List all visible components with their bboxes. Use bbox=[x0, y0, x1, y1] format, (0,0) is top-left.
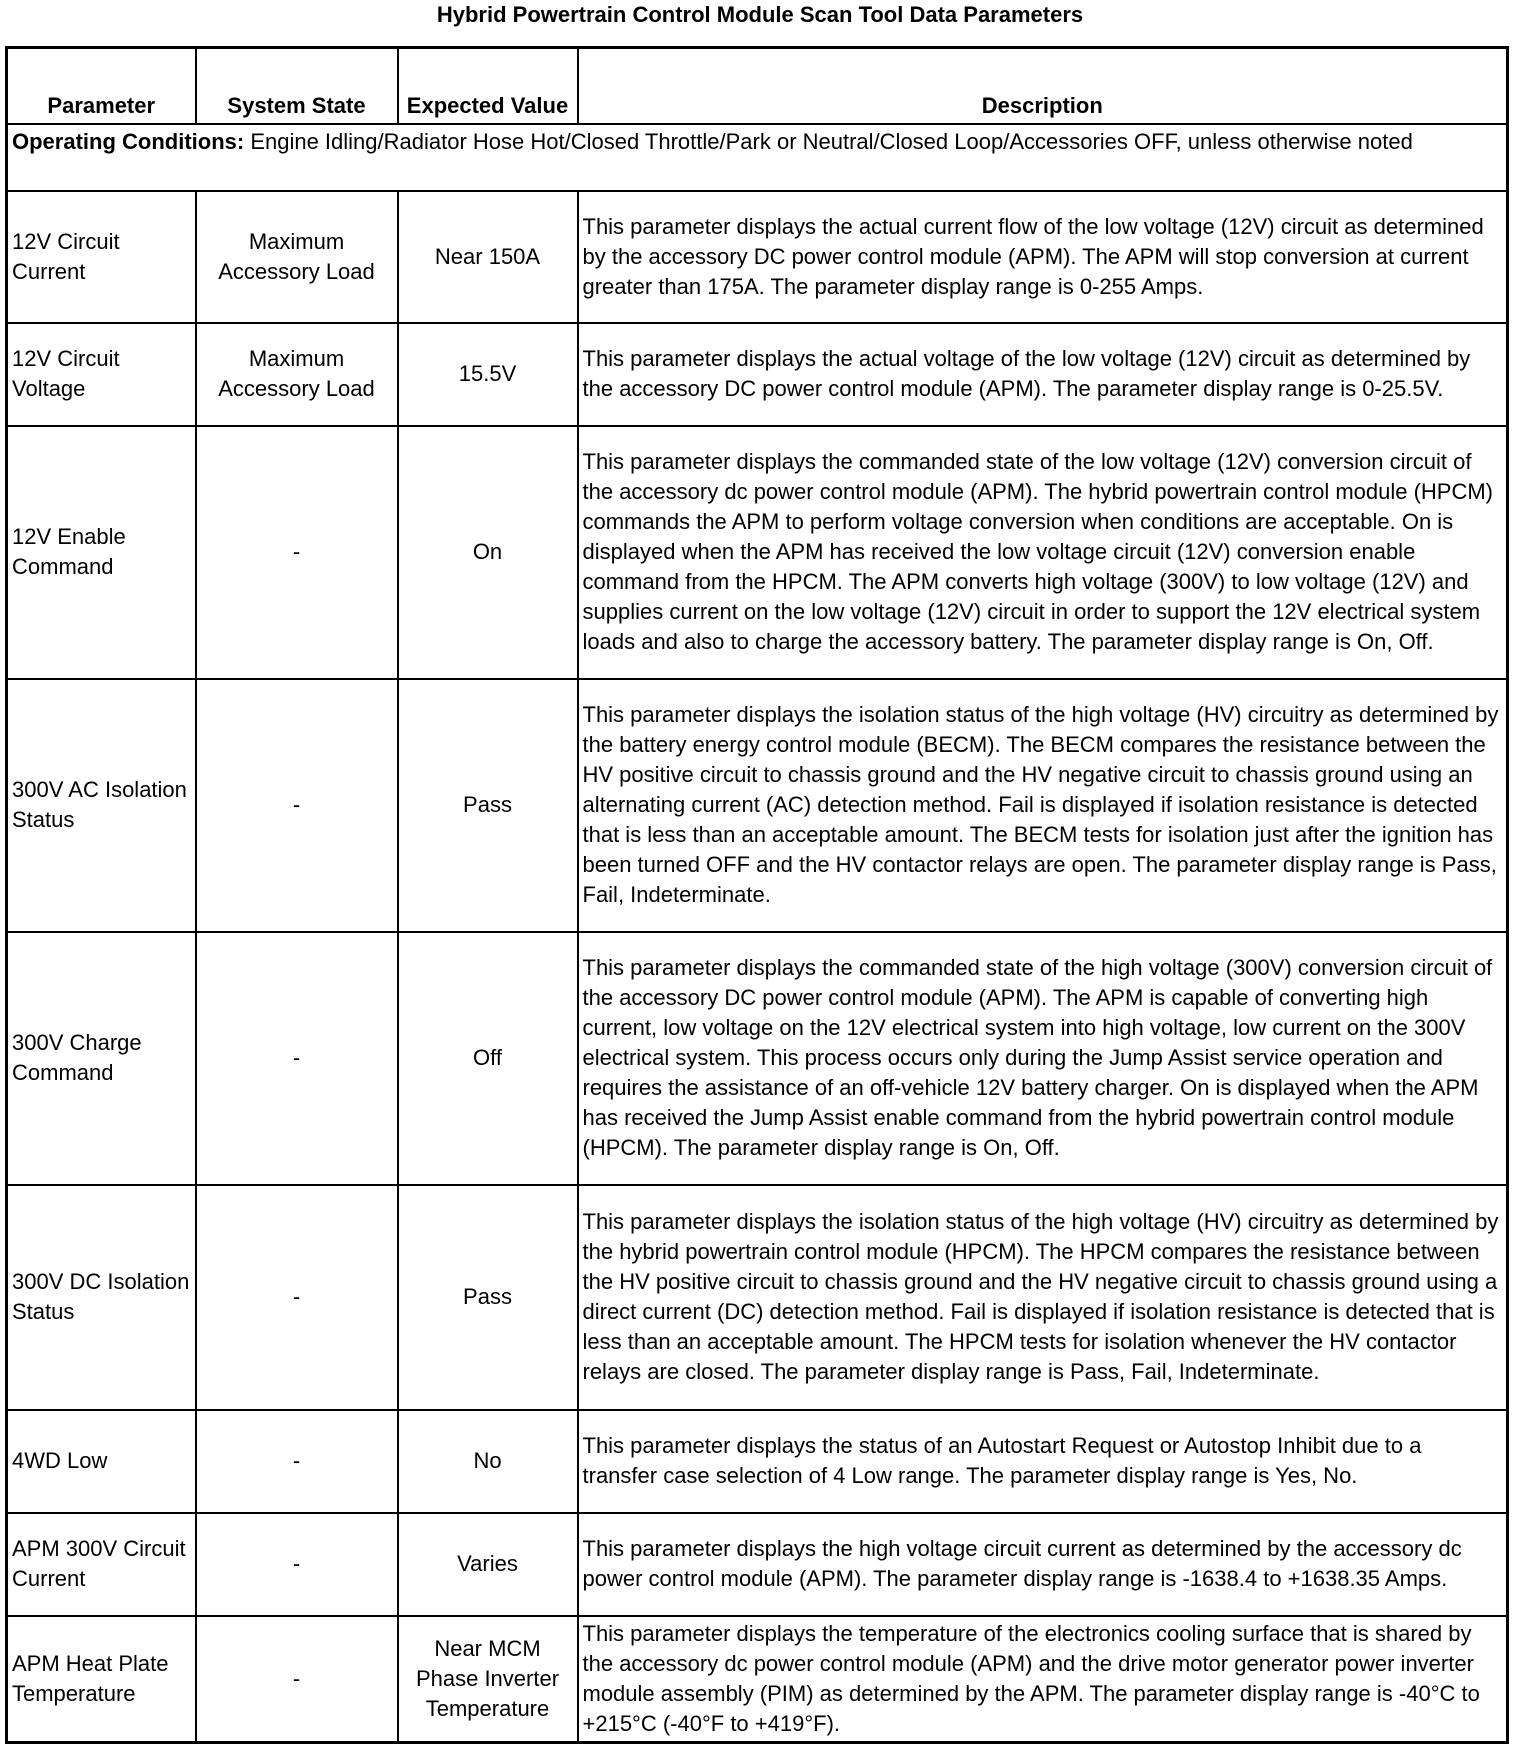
description-cell: This parameter displays the isolation st… bbox=[576, 1183, 1509, 1411]
description-cell: This parameter displays the status of an… bbox=[576, 1408, 1509, 1514]
operating-conditions-label: Operating Conditions: bbox=[12, 128, 245, 154]
parameter-cell: APM Heat Plate Temperature bbox=[5, 1614, 197, 1743]
description-cell: This parameter displays the commanded st… bbox=[576, 424, 1509, 680]
table-row: 300V DC Isolation Status - Pass This parame… bbox=[5, 1183, 1509, 1411]
scan-tool-data-table: Parameter System State Expected Value De… bbox=[5, 46, 1509, 1744]
expected-value-cell: Pass bbox=[396, 1183, 579, 1411]
description-cell: This parameter displays the actual curre… bbox=[576, 189, 1509, 324]
table-row: 12V Circuit Voltage Maximum Accessory Loa… bbox=[5, 321, 1509, 427]
table-row: 300V AC Isolation Status - Pass This parame… bbox=[5, 677, 1509, 933]
header-parameter: Parameter bbox=[5, 46, 197, 125]
description-cell: This parameter displays the temperature … bbox=[576, 1614, 1509, 1743]
expected-value-cell: No bbox=[396, 1408, 579, 1514]
system-state-cell: - bbox=[194, 677, 399, 933]
header-row: Parameter System State Expected Value De… bbox=[5, 46, 1509, 125]
expected-value-cell: Pass bbox=[396, 677, 579, 933]
system-state-cell: - bbox=[194, 1511, 399, 1617]
header-system-state: System State bbox=[194, 46, 399, 125]
expected-value-cell: Near 150A bbox=[396, 189, 579, 324]
parameter-cell: APM 300V Circuit Current bbox=[5, 1511, 197, 1617]
description-cell: This parameter displays the actual volta… bbox=[576, 321, 1509, 427]
parameter-cell: 12V Circuit Current bbox=[5, 189, 197, 324]
table-row: 4WD Low - No This parameter displays the st… bbox=[5, 1408, 1509, 1514]
document-title: Hybrid Powertrain Control Module Scan To… bbox=[436, 2, 1084, 27]
parameter-cell: 300V Charge Command bbox=[5, 930, 197, 1186]
table-row: 12V Enable Command - On This parameter disp… bbox=[5, 424, 1509, 680]
expected-value-cell: On bbox=[396, 424, 579, 680]
description-cell: This parameter displays the high voltage… bbox=[576, 1511, 1509, 1617]
parameter-cell: 12V Enable Command bbox=[5, 424, 197, 680]
operating-conditions-row: Operating Conditions: Engine Idling/Radi… bbox=[5, 122, 1509, 192]
system-state-cell: - bbox=[194, 1183, 399, 1411]
expected-value-cell: Varies bbox=[396, 1511, 579, 1617]
parameter-cell: 4WD Low bbox=[5, 1408, 197, 1514]
expected-value-cell: 15.5V bbox=[396, 321, 579, 427]
parameter-cell: 300V DC Isolation Status bbox=[5, 1183, 197, 1411]
table-row: APM Heat Plate Temperature - Near MCM Phas… bbox=[5, 1614, 1509, 1743]
system-state-cell: - bbox=[194, 1408, 399, 1514]
system-state-cell: - bbox=[194, 424, 399, 680]
system-state-cell: - bbox=[194, 1614, 399, 1743]
system-state-cell: Maximum Accessory Load bbox=[194, 321, 399, 427]
table-row: 300V Charge Command - Off This parameter di… bbox=[5, 930, 1509, 1186]
system-state-cell: Maximum Accessory Load bbox=[194, 189, 399, 324]
operating-conditions-text: Engine Idling/Radiator Hose Hot/Closed T… bbox=[244, 128, 1413, 154]
expected-value-cell: Off bbox=[396, 930, 579, 1186]
parameter-cell: 300V AC Isolation Status bbox=[5, 677, 197, 933]
header-expected-value: Expected Value bbox=[396, 46, 579, 125]
description-cell: This parameter displays the isolation st… bbox=[576, 677, 1509, 933]
system-state-cell: - bbox=[194, 930, 399, 1186]
expected-value-cell: Near MCM Phase Inverter Temperature bbox=[396, 1614, 579, 1743]
parameter-cell: 12V Circuit Voltage bbox=[5, 321, 197, 427]
header-description: Description bbox=[576, 46, 1509, 125]
table-row: 12V Circuit Current Maximum Accessory Loa… bbox=[5, 189, 1509, 324]
table-row: APM 300V Circuit Current - Varies This para… bbox=[5, 1511, 1509, 1617]
description-cell: This parameter displays the commanded st… bbox=[576, 930, 1509, 1186]
